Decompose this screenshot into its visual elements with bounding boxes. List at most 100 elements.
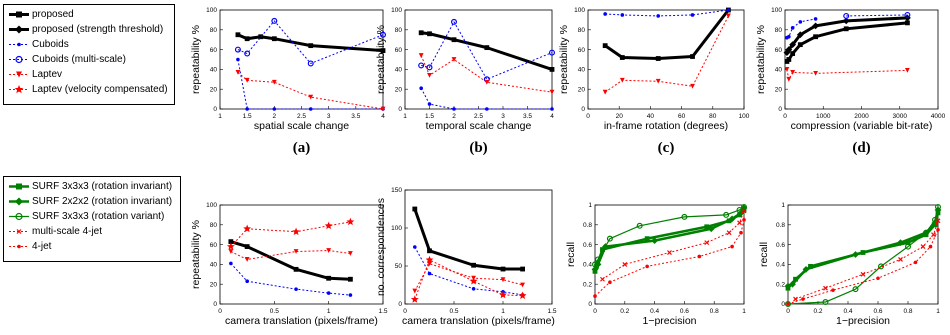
x-axis-label: spatial scale change bbox=[254, 120, 349, 132]
y-tick-label: 40 bbox=[578, 67, 586, 74]
y-tick-label: 0.4 bbox=[776, 262, 785, 269]
x-tick-label: 0.6 bbox=[873, 308, 882, 315]
data-point bbox=[593, 294, 597, 298]
x-tick-label: 40 bbox=[647, 113, 655, 120]
data-point bbox=[608, 280, 612, 285]
legend-swatch bbox=[9, 212, 29, 221]
y-tick-label: 0 bbox=[588, 301, 592, 308]
y-tick-label: 0.2 bbox=[583, 281, 592, 288]
series-cuboids bbox=[785, 17, 818, 40]
data-point bbox=[418, 30, 424, 36]
series-multi-scale-4-jet bbox=[793, 218, 941, 302]
x-tick-label: 1 bbox=[327, 308, 331, 315]
chart-panel-e: 0 0.5 1 1.5 0 20 40 60 80 100 camera translation (… bbox=[190, 202, 388, 327]
x-tick-label: 3 bbox=[327, 113, 331, 120]
y-tick-label: 0.6 bbox=[583, 242, 592, 249]
series-line bbox=[237, 71, 384, 110]
y-tick-label: 80 bbox=[210, 222, 218, 229]
data-point bbox=[326, 248, 332, 253]
series-multi-scale-4-jet bbox=[600, 208, 747, 282]
data-point bbox=[808, 263, 813, 269]
legend-label: SURF 3x3x3 (rotation invariant) bbox=[32, 181, 173, 192]
data-point bbox=[737, 220, 742, 226]
data-point bbox=[723, 211, 730, 218]
series-cuboids bbox=[603, 8, 731, 18]
square-marker bbox=[16, 11, 22, 18]
plot-area bbox=[219, 9, 384, 110]
y-tick-label: 0 bbox=[213, 106, 217, 113]
y-tick-label: 0 bbox=[781, 301, 785, 308]
data-point bbox=[418, 53, 424, 58]
data-point bbox=[244, 257, 250, 262]
chart-panel-d: 0 1000 2000 3000 4000 0 20 40 60 80 100 compression… bbox=[755, 7, 946, 156]
x-tick-label: 1.5 bbox=[425, 113, 434, 120]
y-tick-label: 80 bbox=[210, 27, 218, 34]
data-point bbox=[651, 237, 658, 245]
y-axis-label: recall bbox=[758, 242, 770, 267]
data-point bbox=[500, 266, 506, 272]
y-tick-label: 20 bbox=[775, 86, 783, 93]
series-proposed bbox=[228, 239, 353, 282]
plot-area bbox=[404, 9, 553, 110]
legend-swatch bbox=[9, 25, 29, 34]
x-tick-label: 0 bbox=[783, 113, 787, 120]
data-point bbox=[549, 89, 555, 95]
x-axis-label: compression (variable bit-rate) bbox=[791, 120, 933, 132]
data-point bbox=[380, 106, 386, 112]
series-proposed bbox=[784, 20, 910, 64]
data-point bbox=[293, 266, 299, 272]
legend-swatch bbox=[9, 183, 29, 190]
data-point bbox=[412, 206, 418, 212]
plot-area bbox=[594, 204, 745, 305]
data-point bbox=[236, 57, 240, 62]
x-tick-label: 0.4 bbox=[650, 308, 659, 315]
legend-swatch bbox=[9, 42, 29, 47]
data-point bbox=[427, 102, 432, 106]
data-point bbox=[244, 244, 250, 249]
y-tick-label: 20 bbox=[395, 86, 403, 93]
data-point bbox=[307, 60, 314, 67]
x-tick-label: 2.5 bbox=[297, 113, 306, 120]
data-point bbox=[726, 8, 731, 12]
data-point bbox=[860, 271, 866, 277]
data-point bbox=[548, 49, 555, 56]
y-tick-label: 20 bbox=[210, 86, 218, 93]
data-point bbox=[920, 244, 926, 250]
data-point bbox=[690, 83, 695, 89]
data-point bbox=[549, 67, 555, 72]
data-point bbox=[812, 22, 819, 30]
data-point bbox=[518, 291, 527, 299]
data-point bbox=[418, 62, 425, 69]
y-axis-label: repeatability % bbox=[755, 25, 767, 94]
data-point bbox=[426, 64, 433, 71]
series-cuboids bbox=[419, 86, 554, 111]
x-tick-label: 3000 bbox=[893, 113, 908, 120]
x-tick-label: 0.2 bbox=[620, 308, 629, 315]
data-point bbox=[258, 34, 264, 40]
data-point bbox=[852, 286, 859, 293]
y-tick-label: 100 bbox=[574, 7, 585, 14]
data-point bbox=[905, 67, 910, 73]
data-point bbox=[550, 107, 554, 111]
data-point bbox=[823, 285, 828, 291]
data-point bbox=[842, 17, 850, 25]
data-point bbox=[843, 26, 849, 32]
legend-swatch bbox=[9, 55, 29, 64]
y-axis-label: no. correspondences bbox=[375, 198, 387, 296]
y-axis-label: repeatability % bbox=[190, 25, 202, 94]
data-point bbox=[622, 261, 628, 267]
data-point bbox=[905, 240, 911, 246]
data-point bbox=[326, 291, 331, 295]
x-tick-label: 2000 bbox=[854, 113, 869, 120]
series-line bbox=[237, 20, 384, 64]
data-point bbox=[603, 12, 607, 16]
data-point bbox=[636, 222, 643, 229]
data-point bbox=[591, 265, 599, 273]
legend-swatch bbox=[9, 11, 29, 18]
chart-panel-h: 0 0.2 0.4 0.6 0.8 1 0 0.2 0.4 0.6 0.8 1 1−precision r… bbox=[758, 202, 942, 327]
plot-area bbox=[219, 204, 384, 305]
x-tick-label: 1.5 bbox=[547, 308, 556, 315]
data-point bbox=[294, 287, 298, 291]
